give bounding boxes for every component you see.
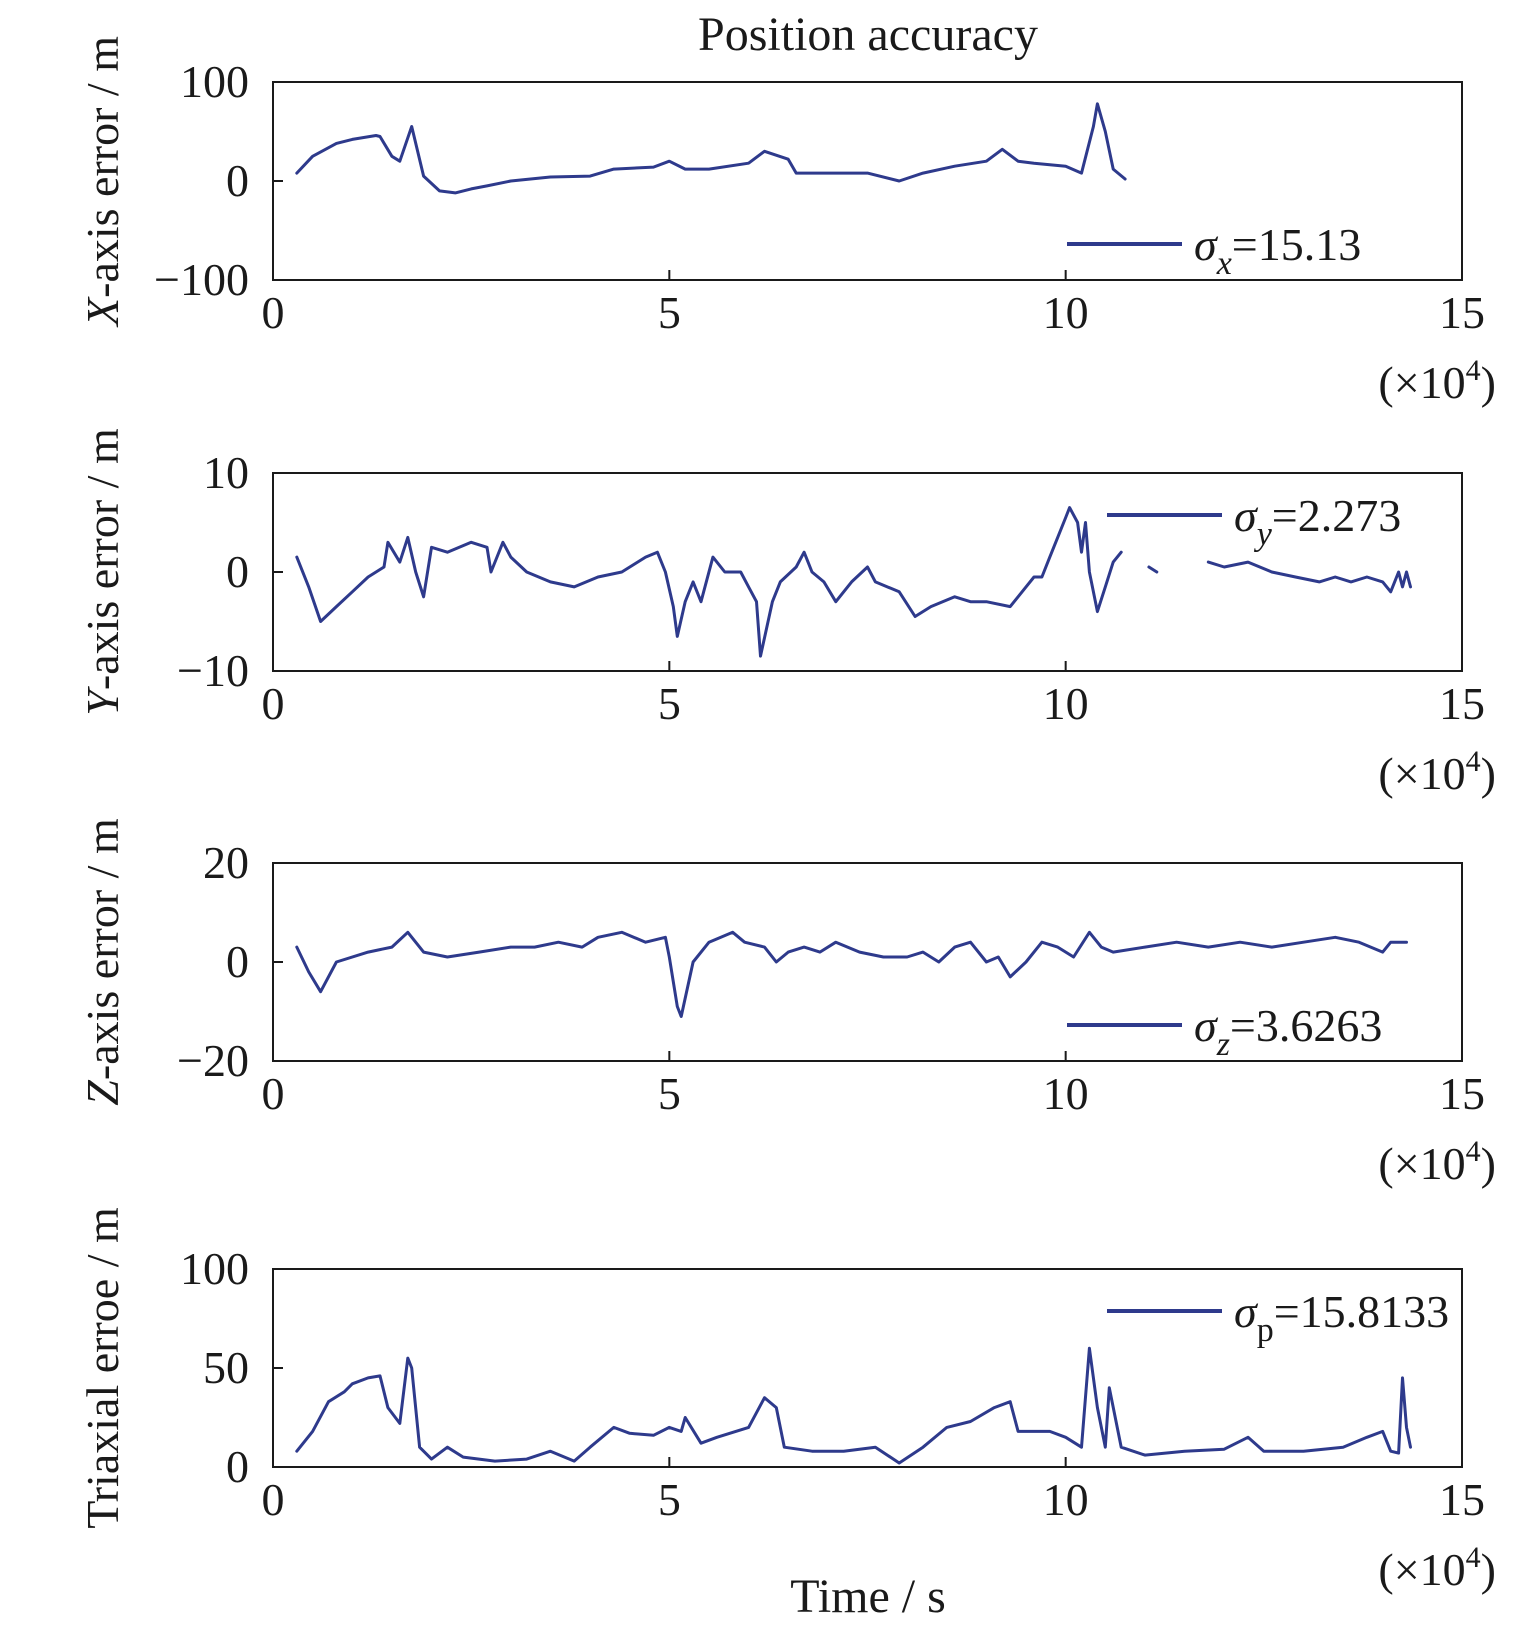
y-tick-label: 0 [226, 936, 249, 987]
multiplier-base: (×10 [1378, 1138, 1465, 1189]
multiplier-close: ) [1481, 748, 1496, 799]
legend-subscript: z [1216, 1026, 1230, 1063]
x-tick-label: 5 [658, 678, 681, 729]
x-axis-multiplier: (×104) [1378, 354, 1496, 408]
y-tick-label: 20 [203, 837, 249, 888]
y-tick-label: 0 [226, 1441, 249, 1492]
x-tick-label: 10 [1043, 1474, 1089, 1525]
y-axis-label: X-axis error / m [77, 36, 128, 328]
y-axis-label-text: -axis error / m [77, 818, 128, 1080]
multiplier-close: ) [1481, 357, 1496, 408]
y-axis-label-text: -axis error / m [77, 36, 128, 298]
multiplier-close: ) [1481, 1138, 1496, 1189]
legend-sigma: σ [1194, 219, 1219, 270]
series-line-segment [295, 506, 1123, 658]
y-tick-label: −100 [154, 254, 249, 305]
series-line-segment [295, 1346, 1412, 1465]
subplot-2: 10 0 −10 0 5 10 15 (×104) Y-axis error / m σy=2.2… [77, 428, 1496, 799]
multiplier-exponent: 4 [1466, 1541, 1481, 1574]
legend-subscript: x [1216, 245, 1232, 282]
legend-value: =15.8133 [1274, 1286, 1449, 1337]
x-tick-label: 0 [262, 1474, 285, 1525]
x-tick-label: 10 [1043, 1068, 1089, 1119]
multiplier-base: (×10 [1378, 1544, 1465, 1595]
x-tick-label: 5 [658, 1068, 681, 1119]
y-tick-label: 100 [180, 1243, 249, 1294]
subplot-4: 100 50 00 5 10 15 (×104) Triaxial erroe / m σp=1… [77, 1207, 1496, 1595]
x-tick-label: 15 [1439, 1474, 1485, 1525]
multiplier-exponent: 4 [1466, 354, 1481, 387]
figure-title: Position accuracy [698, 8, 1038, 61]
series-line-segment [1206, 560, 1412, 594]
legend-subscript: y [1254, 516, 1273, 553]
legend-value: =2.273 [1272, 490, 1401, 541]
legend-sigma: σ [1234, 490, 1259, 541]
y-axis-label-text: Triaxial erroe / m [77, 1207, 128, 1529]
x-tick-label: 0 [262, 678, 285, 729]
x-axis-multiplier: (×104) [1378, 1541, 1496, 1595]
y-axis-label-letter: Y [77, 686, 128, 716]
x-axis-multiplier: (×104) [1378, 1135, 1496, 1189]
x-tick-label: 5 [658, 1474, 681, 1525]
y-tick-label: 0 [226, 155, 249, 206]
series-line-segment [1147, 565, 1159, 574]
x-tick-label: 10 [1043, 678, 1089, 729]
legend-sigma: σ [1194, 1000, 1219, 1051]
y-axis-label: Z-axis error / m [77, 818, 128, 1106]
legend-subscript: p [1257, 1312, 1274, 1349]
multiplier-base: (×10 [1378, 357, 1465, 408]
subplot-3: 20 0 −20 0 5 10 15 (×104) Z-axis error / m σz=3.6… [77, 818, 1496, 1189]
legend-value: =15.13 [1232, 219, 1361, 270]
y-tick-label: 50 [203, 1342, 249, 1393]
y-tick-label: −20 [177, 1035, 249, 1086]
x-tick-label: 15 [1439, 287, 1485, 338]
y-axis-label: Y-axis error / m [77, 428, 128, 716]
subplot-1: 100 0 −100 0 5 10 15 (×104) X-axis error / m σx=1… [77, 36, 1496, 408]
legend-label: σz=3.6263 [1194, 1000, 1382, 1063]
multiplier-exponent: 4 [1466, 1135, 1481, 1168]
y-tick-label: 100 [180, 56, 249, 107]
series-line-segment [295, 930, 1408, 1018]
x-tick-label: 0 [262, 1068, 285, 1119]
y-tick-label: −10 [177, 645, 249, 696]
y-axis-label-letter: Z [77, 1080, 128, 1106]
y-axis-label-text: -axis error / m [77, 428, 128, 690]
x-axis-label: Time / s [790, 1570, 946, 1623]
multiplier-exponent: 4 [1466, 745, 1481, 778]
y-axis-label: Triaxial erroe / m [77, 1207, 128, 1529]
x-tick-label: 15 [1439, 1068, 1485, 1119]
legend-value: =3.6263 [1230, 1000, 1382, 1051]
series-line-segment [295, 102, 1127, 195]
y-tick-label: 10 [203, 447, 249, 498]
x-tick-label: 0 [262, 287, 285, 338]
legend-label: σp=15.8133 [1234, 1286, 1449, 1349]
x-axis-multiplier: (×104) [1378, 745, 1496, 799]
x-tick-label: 5 [658, 287, 681, 338]
legend-sigma: σ [1234, 1286, 1259, 1337]
y-axis-label-letter: X [77, 296, 128, 328]
legend-label: σx=15.13 [1194, 219, 1361, 282]
multiplier-close: ) [1481, 1544, 1496, 1595]
x-tick-label: 10 [1043, 287, 1089, 338]
legend-label: σy=2.273 [1234, 490, 1401, 553]
multiplier-base: (×10 [1378, 748, 1465, 799]
y-tick-label: 0 [226, 546, 249, 597]
x-tick-label: 15 [1439, 678, 1485, 729]
